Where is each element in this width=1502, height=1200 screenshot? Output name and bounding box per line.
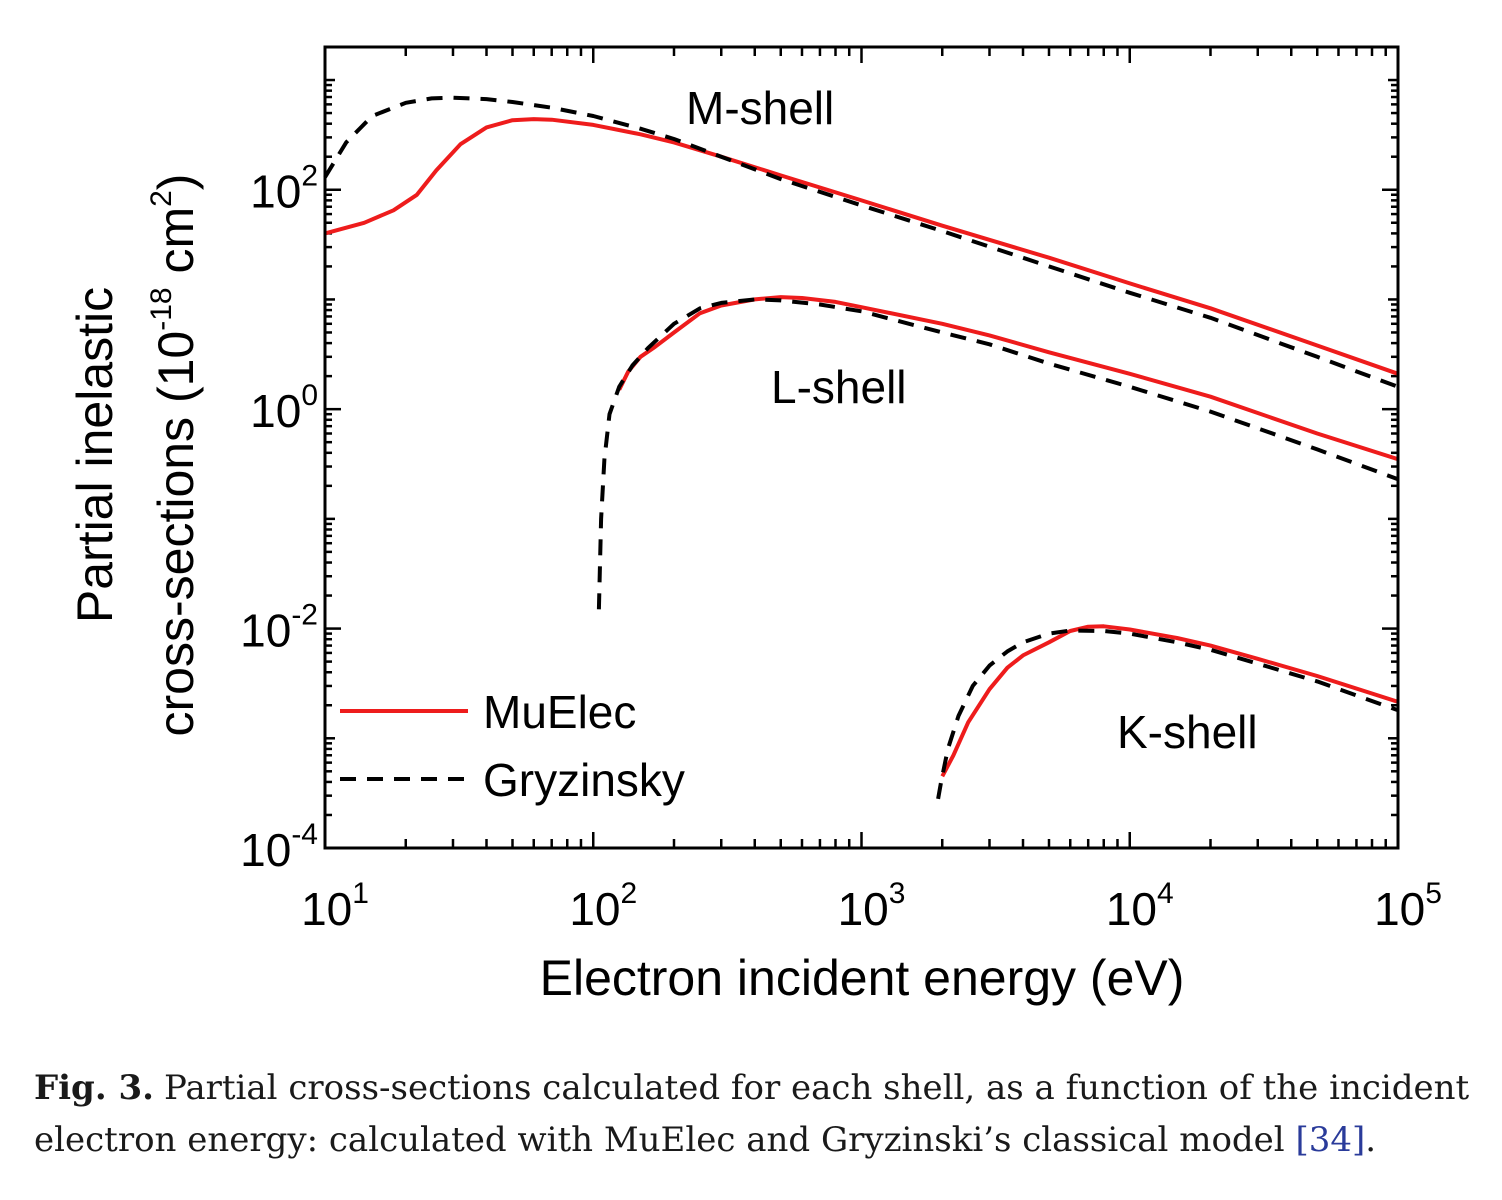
series-gryzinsky-k-shell <box>936 628 1399 800</box>
curves <box>323 95 1399 800</box>
series-muelec-m-shell <box>324 117 1399 376</box>
series-muelec-l-shell <box>617 295 1399 462</box>
series-gryzinsky-l-shell <box>596 297 1399 610</box>
y-tick-label: 102 <box>250 160 318 218</box>
legend-label-muelec: MuElec <box>483 686 636 738</box>
annotation-m-shell: M-shell <box>686 82 834 134</box>
tick-labels: 101 102 103 104 105 10-4 10-2 100 102 <box>240 160 1442 935</box>
chart: 101 102 103 104 105 10-4 10-2 100 102 Electron i… <box>67 45 1442 1006</box>
annotation-l-shell: L-shell <box>771 361 907 413</box>
x-tick-label: 105 <box>1374 877 1442 935</box>
figure-caption: Fig. 3. Partial cross-sections calculated… <box>34 1062 1474 1166</box>
x-tick-label: 102 <box>569 877 637 935</box>
y-axis-title: Partial inelastic <box>67 287 123 623</box>
x-tick-label: 101 <box>301 877 369 935</box>
series-gryzinsky-m-shell <box>323 95 1399 389</box>
x-tick-label: 103 <box>838 877 906 935</box>
y-axis-title-2: cross-sections (10-18 cm2) <box>145 174 204 737</box>
annotation-k-shell: K-shell <box>1117 706 1258 758</box>
y-tick-label: 10-2 <box>240 599 318 657</box>
x-tick-label: 104 <box>1106 877 1174 935</box>
y-axis-title-line1: Partial inelastic <box>67 287 123 623</box>
x-axis-title: Electron incident energy (eV) <box>540 950 1185 1006</box>
y-tick-label: 10-4 <box>240 818 318 876</box>
legend: MuElec Gryzinsky <box>340 686 685 806</box>
caption-text: Partial cross-sections calculated for ea… <box>34 1068 1470 1160</box>
caption-end: . <box>1365 1120 1377 1160</box>
y-tick-label: 100 <box>250 379 318 437</box>
caption-reference-link[interactable]: [34] <box>1295 1120 1366 1160</box>
legend-label-gryzinsky: Gryzinsky <box>483 754 685 806</box>
plot-frame <box>323 45 1400 850</box>
y-axis-title-line2: cross-sections (10-18 cm2) <box>145 174 204 737</box>
caption-label: Fig. 3. <box>34 1068 154 1108</box>
